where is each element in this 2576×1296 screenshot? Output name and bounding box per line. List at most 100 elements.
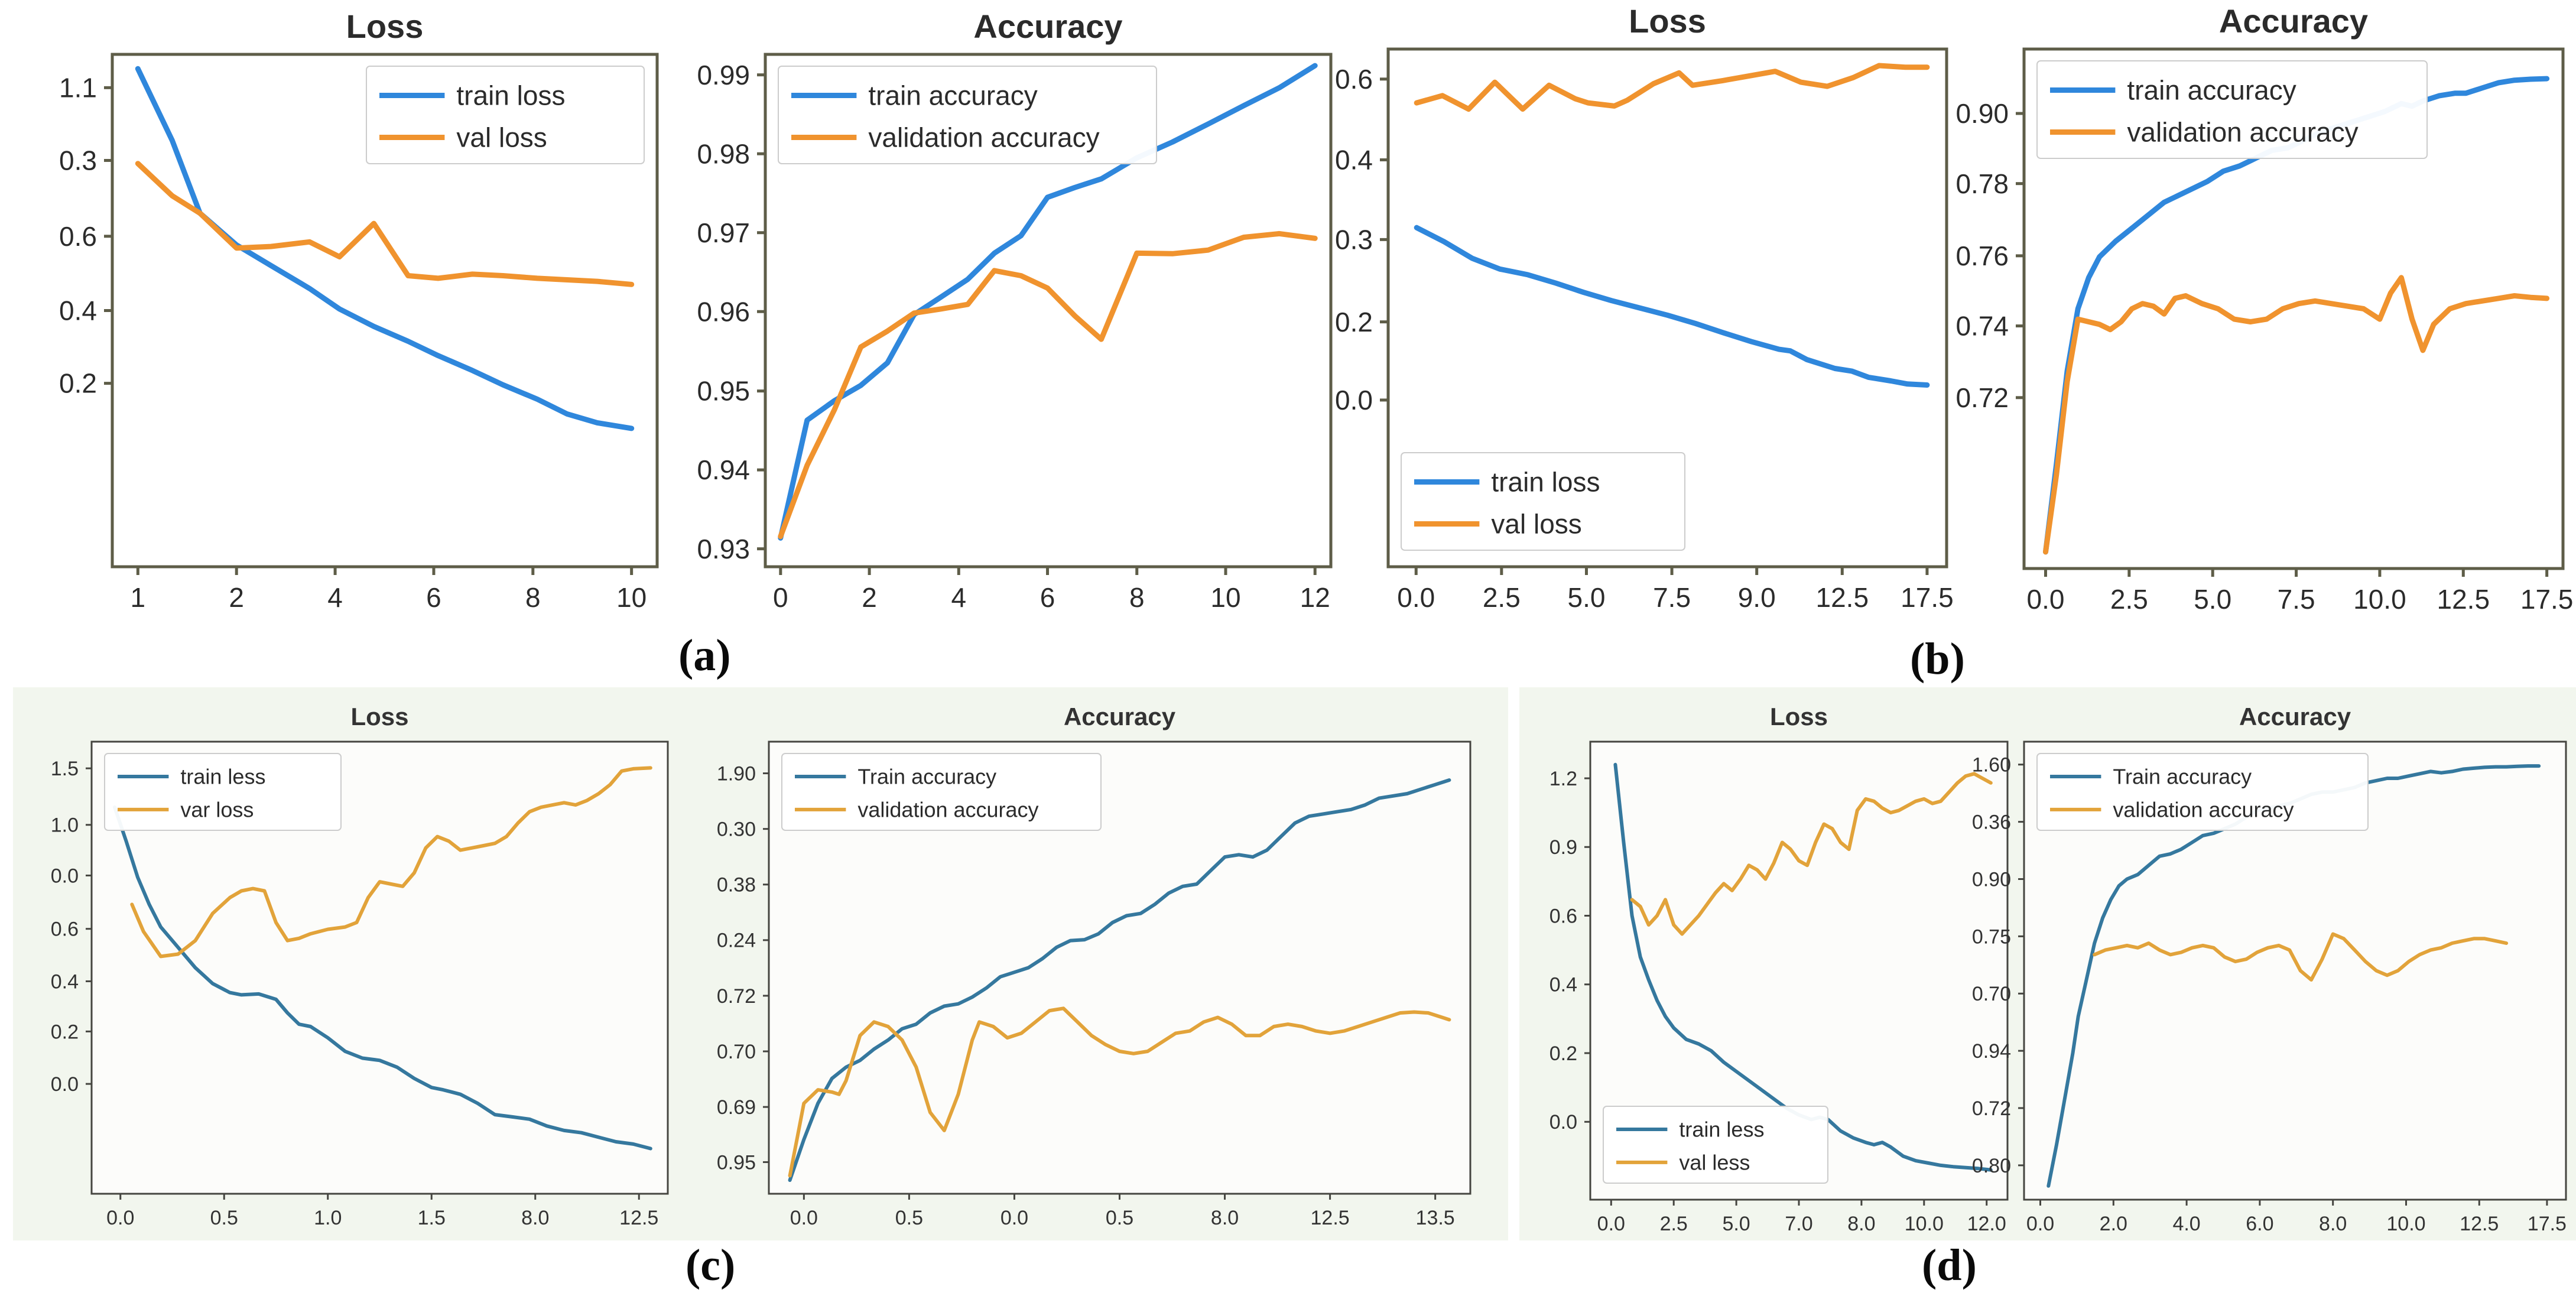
x-tick-label: 10.0 — [1905, 1213, 1944, 1235]
y-tick-label: 0.38 — [717, 874, 756, 897]
x-tick-label: 13.5 — [1416, 1207, 1455, 1229]
x-tick-label: 8 — [525, 582, 541, 613]
legend-entry-label: train less — [1679, 1118, 1764, 1142]
x-tick-label: 0.0 — [106, 1207, 134, 1229]
chart-title: Loss — [350, 703, 408, 730]
y-tick-label: 0.4 — [1335, 145, 1373, 176]
y-tick-label: 0.3 — [1335, 224, 1373, 255]
chart-b-accuracy: Accuracy 0.90 0.78 0.76 0.74 0.72 0.0 2.5 5.0 7.5… — [1924, 0, 2576, 636]
x-tick-label: 8.0 — [521, 1207, 549, 1229]
x-tick-label: 12.5 — [2460, 1213, 2499, 1235]
x-tick-label: 5.0 — [1567, 582, 1605, 613]
y-tick-label: 0.93 — [697, 534, 750, 564]
y-tick-label: 0.6 — [51, 918, 79, 941]
legend: Train accuracy validation accuracy — [781, 753, 1102, 831]
y-tick-label: 0.6 — [1335, 64, 1373, 95]
x-tick-label: 2 — [862, 582, 877, 613]
chart-title: Loss — [1629, 2, 1706, 40]
x-tick-label: 8 — [1129, 582, 1145, 613]
x-tick-label: 17.5 — [2528, 1213, 2567, 1235]
legend-box — [778, 66, 1157, 164]
y-tick-label: 0.0 — [1335, 385, 1373, 415]
y-tick-label: 0.4 — [51, 970, 79, 993]
legend-entry-label: Train accuracy — [857, 765, 996, 789]
chart-svg-b-loss: Loss 0.6 0.4 0.3 0.2 0.0 0.0 2.5 5.0 7.5 9.0 12.5 17… — [1335, 2, 1954, 613]
x-tick-label: 4.0 — [2172, 1213, 2200, 1235]
y-tick-label: 0.76 — [1955, 241, 2009, 271]
chart-svg-a-loss: Loss 1.1 0.3 0.6 0.4 0.2 1 2 4 6 8 10 train loss val … — [59, 8, 659, 613]
x-tick-label: 4 — [951, 582, 966, 613]
y-tick-label: 0.72 — [1972, 1097, 2011, 1120]
x-tick-label: 10.0 — [2386, 1213, 2425, 1235]
legend-entry-label: var loss — [180, 798, 254, 822]
x-tick-label: 0.0 — [2027, 584, 2065, 615]
y-tick-label: 0.2 — [59, 368, 97, 399]
chart-svg-b-accuracy: Accuracy 0.90 0.78 0.76 0.74 0.72 0.0 2.5 5.0 7.5… — [1955, 2, 2574, 615]
x-tick-label: 12 — [1300, 582, 1330, 613]
series-line-val — [1414, 63, 1930, 112]
legend-entry-label: val loss — [456, 122, 547, 153]
y-tick-label: 0.2 — [1550, 1042, 1577, 1065]
y-tick-label: 0.97 — [697, 217, 750, 248]
x-tick-label: 17.5 — [2520, 584, 2574, 615]
series-line-val — [778, 230, 1318, 540]
y-tick-label: 0.90 — [1955, 98, 2009, 129]
x-tick-label: 10.0 — [2353, 584, 2406, 615]
legend: train less var loss — [104, 753, 342, 831]
chart-c-accuracy: Accuracy 1.90 0.30 0.38 0.24 0.72 0.70 0.69 0.95… — [668, 683, 1500, 1262]
chart-a-loss: Loss 1.1 0.3 0.6 0.4 0.2 1 2 4 6 8 10 train loss val … — [12, 0, 687, 635]
chart-title: Accuracy — [2239, 703, 2351, 730]
y-tick-label: 0.72 — [1955, 382, 2009, 413]
x-tick-label: 12.5 — [619, 1207, 658, 1229]
y-tick-label: 0.9 — [1550, 836, 1577, 859]
y-tick-label: 0.95 — [717, 1151, 756, 1174]
x-tick-label: 1.5 — [418, 1207, 446, 1229]
legend: train less val less — [1603, 1106, 1828, 1184]
y-tick-label: 0.6 — [59, 221, 97, 252]
legend-box — [2036, 60, 2428, 159]
legend-entry-label: validation accuracy — [2127, 117, 2358, 148]
y-tick-label: 0.69 — [717, 1096, 756, 1119]
y-tick-label: 0.96 — [697, 296, 750, 327]
y-tick-label: 0.75 — [1972, 925, 2011, 948]
caption-c: (c) — [686, 1240, 736, 1290]
chart-svg-d-loss: Loss 1.2 0.9 0.6 0.4 0.2 0.0 0.0 2.5 5.0 7.0 8.0 10.… — [1550, 703, 2009, 1235]
legend-entry-label: val loss — [1491, 509, 1581, 540]
x-tick-label: 4 — [327, 582, 343, 613]
series-line-train — [778, 63, 1318, 541]
y-tick-label: 0.0 — [51, 1073, 79, 1096]
chart-svg-c-loss: Loss 1.5 1.0 0.0 0.6 0.4 0.2 0.0 0.0 0.5 1.0 1.5 8.0… — [51, 703, 669, 1229]
x-tick-label: 5.0 — [2194, 584, 2231, 615]
y-tick-label: 0.72 — [717, 985, 756, 1008]
legend-entry-label: validation accuracy — [2113, 798, 2294, 822]
y-tick-label: 0.80 — [1972, 1155, 2011, 1177]
y-tick-label: 1.1 — [59, 72, 97, 103]
chart-c-loss: Loss 1.5 1.0 0.0 0.6 0.4 0.2 0.0 0.0 0.5 1.0 1.5 8.0… — [0, 683, 697, 1262]
y-tick-label: 0.99 — [697, 60, 750, 90]
series-line-val — [788, 1006, 1451, 1178]
legend-entry-label: train accuracy — [868, 80, 1037, 111]
legend-entry-label: train less — [180, 765, 265, 789]
x-tick-label: 6 — [426, 582, 441, 613]
x-tick-label: 7.5 — [1653, 582, 1691, 613]
x-tick-label: 0.0 — [1597, 1213, 1625, 1235]
legend-entry-label: train accuracy — [2127, 75, 2296, 106]
series-line-train — [788, 778, 1451, 1182]
x-tick-label: 8.0 — [2319, 1213, 2347, 1235]
y-tick-label: 0.90 — [1972, 868, 2011, 891]
y-tick-label: 1.60 — [1972, 754, 2011, 777]
legend: train accuracy validation accuracy — [778, 66, 1157, 164]
y-tick-label: 0.98 — [697, 138, 750, 169]
y-tick-label: 1.90 — [717, 762, 756, 785]
x-tick-label: 2.0 — [2100, 1213, 2127, 1235]
chart-title: Accuracy — [1064, 703, 1176, 730]
series-line-val — [130, 766, 652, 959]
caption-b: (b) — [1910, 634, 1965, 684]
y-tick-label: 0.6 — [1550, 905, 1577, 927]
legend-entry-label: Train accuracy — [2113, 765, 2252, 789]
legend-entry-label: train loss — [1491, 467, 1600, 498]
x-tick-label: 10 — [616, 582, 647, 613]
x-tick-label: 8.0 — [1847, 1213, 1875, 1235]
y-tick-label: 0.2 — [1335, 307, 1373, 337]
